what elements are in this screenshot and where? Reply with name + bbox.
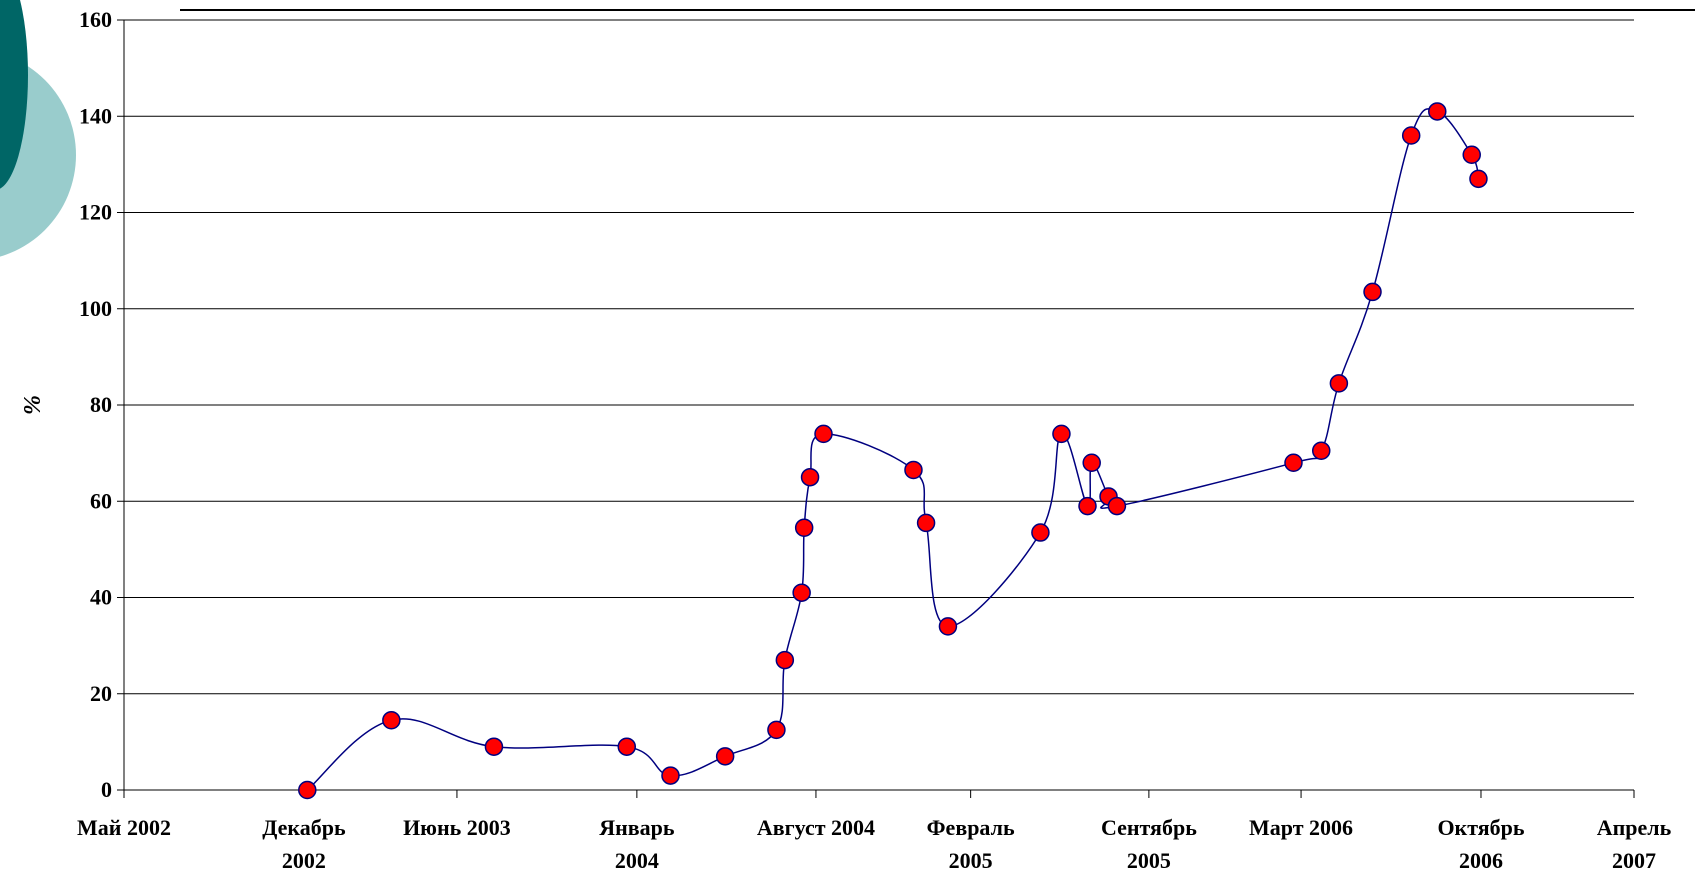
x-tick-label: Октябрь 2006 [1437, 815, 1524, 873]
data-point [1284, 453, 1303, 472]
data-point [1311, 441, 1331, 460]
x-tick-label: Декабрь 2002 [262, 815, 346, 873]
y-tick-label: 0 [101, 777, 112, 802]
data-point [298, 780, 317, 800]
data-point [938, 617, 958, 636]
y-tick-label: 40 [90, 585, 112, 610]
y-tick-label: 140 [79, 103, 112, 128]
data-point [1107, 496, 1127, 516]
data-point [617, 737, 637, 756]
x-tick-labels: Май 2002 Декабрь 2002 Июнь 2003 Январь 2004 Ав… [77, 815, 1672, 873]
data-point [1052, 424, 1071, 444]
x-tick-label: Февраль 2005 [927, 815, 1015, 873]
decorative-circle-dark [0, 0, 28, 189]
x-tick-label: Сентябрь 2005 [1101, 815, 1197, 873]
y-tick-label: 80 [90, 392, 112, 417]
y-tick-label: 60 [90, 488, 112, 513]
data-point [904, 460, 923, 480]
data-point [792, 583, 811, 602]
data-point [1462, 145, 1481, 164]
data-point [484, 737, 504, 756]
data-point [1401, 126, 1421, 145]
x-tick-label: Май 2002 [77, 815, 171, 840]
data-point [715, 747, 735, 766]
data-point [916, 513, 936, 533]
data-point [382, 710, 401, 730]
y-tick-label: 120 [79, 200, 112, 225]
data-point [1428, 102, 1447, 121]
y-tick-label: 20 [90, 681, 112, 706]
x-tick-label: Январь 2004 [599, 815, 675, 873]
data-point [1078, 496, 1097, 516]
data-point [794, 518, 814, 537]
y-tick-label: 100 [79, 296, 112, 321]
data-point [1031, 523, 1050, 542]
x-tick-label: Август 2004 [757, 815, 875, 840]
y-tick-labels: 0 20 40 60 80 100 120 140 160 [79, 7, 112, 802]
x-tick-label: Март 2006 [1249, 815, 1353, 840]
x-tick-label: Апрель 2007 [1597, 815, 1672, 873]
data-point [1082, 453, 1101, 472]
x-tick-label: Июнь 2003 [403, 815, 511, 840]
series-line [306, 108, 1480, 791]
data-point [800, 467, 820, 487]
data-point [814, 424, 833, 444]
data-point [1329, 374, 1349, 393]
y-tick-label: 160 [79, 7, 112, 32]
data-point [775, 650, 795, 670]
data-point [1363, 282, 1382, 302]
y-axis-label: % [20, 395, 46, 415]
gridlines [124, 19, 1634, 695]
data-point [767, 720, 786, 740]
series-group [298, 102, 1488, 800]
data-point [661, 766, 680, 785]
data-point [1469, 169, 1488, 189]
